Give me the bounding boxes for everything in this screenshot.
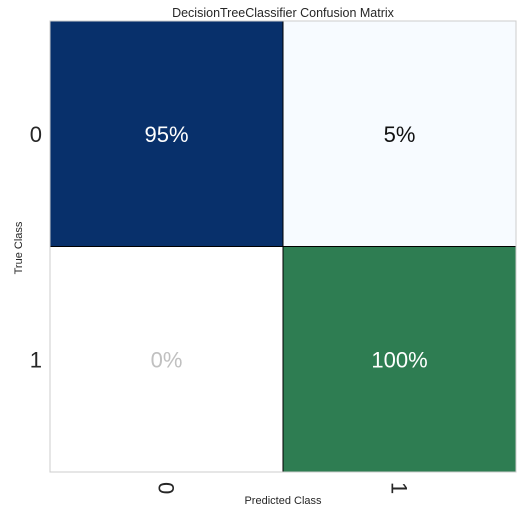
y-tick-label: 1 <box>30 347 42 372</box>
cell-true-0-pred-1 <box>283 21 516 247</box>
cell-label-true-1-pred-0: 0% <box>151 347 183 372</box>
cell-label-true-0-pred-1: 5% <box>384 122 416 147</box>
x-tick-label: 1 <box>387 482 412 494</box>
y-axis-label: True Class <box>13 221 25 274</box>
cell-label-true-0-pred-0: 95% <box>144 122 188 147</box>
x-axis-label: Predicted Class <box>244 495 322 507</box>
x-tick-label: 0 <box>154 482 179 494</box>
y-tick-label: 0 <box>30 122 42 147</box>
chart-title: DecisionTreeClassifier Confusion Matrix <box>172 6 395 20</box>
cell-true-1-pred-1 <box>283 246 516 472</box>
cell-true-1-pred-0 <box>50 246 283 472</box>
cells-layer: 95% 5% 0% 100% <box>50 21 516 472</box>
cell-true-0-pred-0 <box>50 21 283 247</box>
plot-frame <box>49 20 517 473</box>
y-ticks: 01 <box>30 122 42 373</box>
cell-label-true-1-pred-1: 100% <box>371 347 427 372</box>
